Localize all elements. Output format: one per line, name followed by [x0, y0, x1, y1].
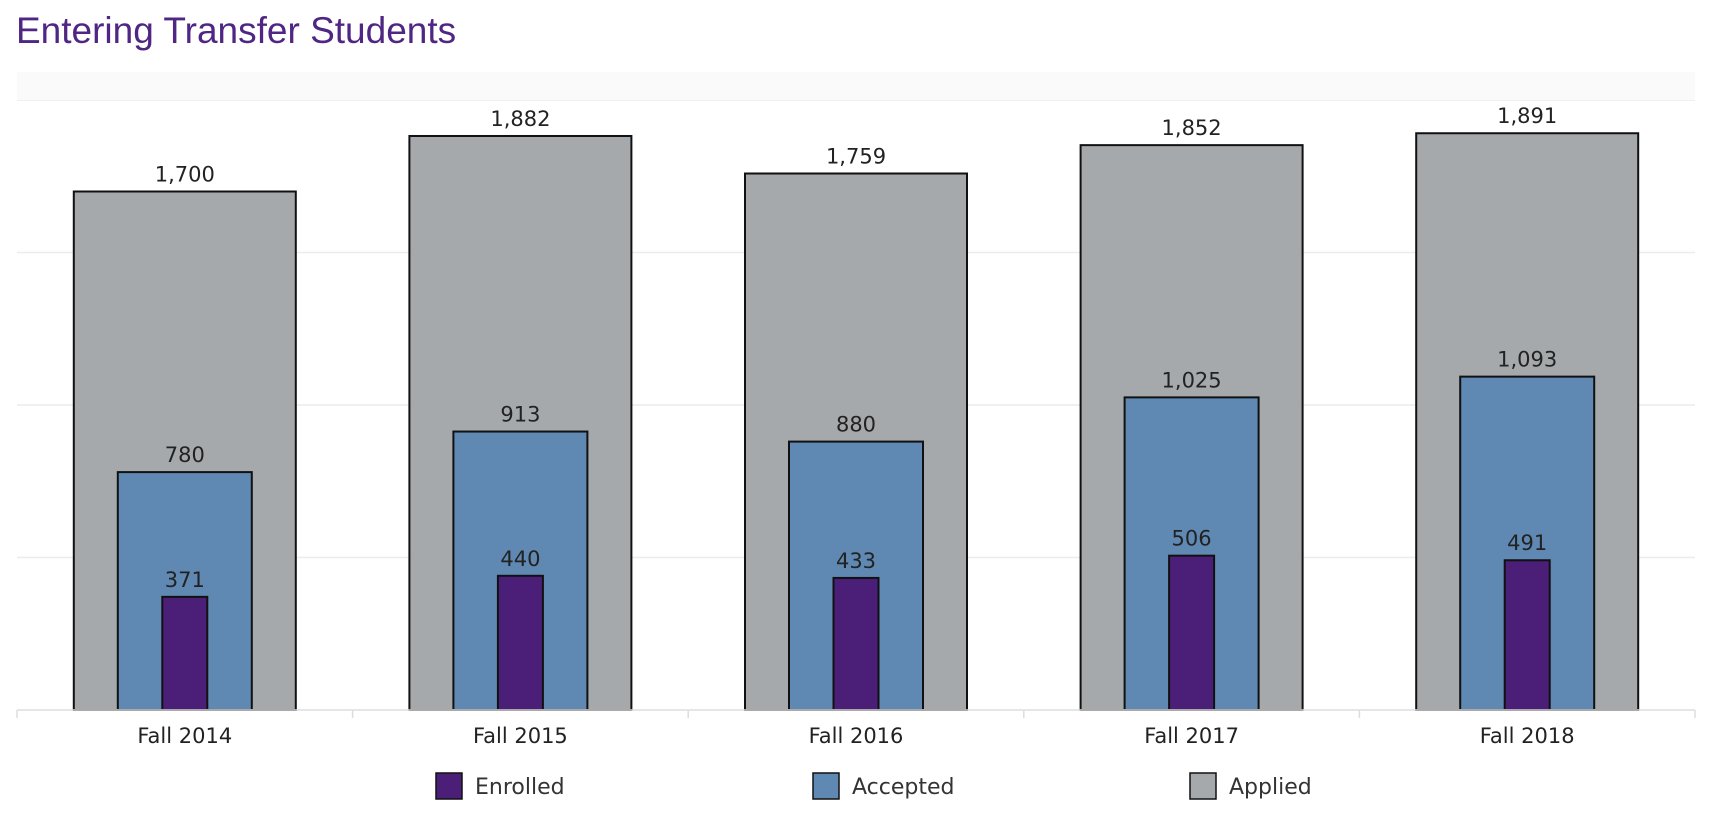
legend-swatch-applied: [1189, 772, 1217, 800]
x-tick-label-fall-2016: Fall 2016: [809, 724, 904, 748]
x-tick-label-fall-2015: Fall 2015: [473, 724, 568, 748]
x-tick-label-fall-2018: Fall 2018: [1480, 724, 1575, 748]
bar-enrolled-fall-2018: [1503, 559, 1551, 711]
legend-swatch-accepted: [812, 772, 840, 800]
bar-enrolled-fall-2016: [832, 576, 880, 711]
data-label-accepted-fall-2018: 1,093: [1497, 348, 1557, 372]
data-label-enrolled-fall-2015: 440: [500, 547, 540, 571]
legend-label-enrolled: Enrolled: [475, 775, 565, 800]
data-label-applied-fall-2018: 1,891: [1497, 104, 1557, 128]
chart-title: Entering Transfer Students: [16, 10, 457, 51]
data-label-enrolled-fall-2016: 433: [836, 549, 876, 573]
legend-item-accepted[interactable]: Accepted: [812, 772, 954, 800]
data-label-enrolled-fall-2014: 371: [165, 568, 205, 592]
data-labels: 1,700 1,882 1,759 1,852 1,891 780 913 880 1,025 1…: [155, 104, 1558, 592]
x-axis: Fall 2014 Fall 2015 Fall 2016 Fall 2017 Fall…: [16, 709, 1696, 748]
legend-swatch-enrolled: [435, 772, 463, 800]
data-label-accepted-fall-2016: 880: [836, 413, 876, 437]
legend-item-enrolled[interactable]: Enrolled: [435, 772, 565, 800]
bar-enrolled-fall-2017: [1168, 554, 1216, 711]
x-tick-label-fall-2017: Fall 2017: [1144, 724, 1239, 748]
legend-label-applied: Applied: [1229, 775, 1312, 800]
plot-top-band: [17, 72, 1695, 100]
legend-item-applied[interactable]: Applied: [1189, 772, 1312, 800]
legend: Enrolled Accepted Applied: [435, 772, 1312, 800]
data-label-accepted-fall-2017: 1,025: [1162, 368, 1222, 392]
x-tick-label-fall-2014: Fall 2014: [137, 724, 232, 748]
data-label-applied-fall-2015: 1,882: [490, 107, 550, 131]
legend-label-accepted: Accepted: [852, 775, 954, 800]
data-label-accepted-fall-2014: 780: [165, 443, 205, 467]
data-label-applied-fall-2016: 1,759: [826, 145, 886, 169]
data-label-enrolled-fall-2017: 506: [1172, 527, 1212, 551]
data-label-applied-fall-2017: 1,852: [1162, 116, 1222, 140]
data-label-enrolled-fall-2018: 491: [1507, 531, 1547, 555]
bar-enrolled-fall-2014: [161, 595, 209, 711]
data-label-applied-fall-2014: 1,700: [155, 163, 215, 187]
data-label-accepted-fall-2015: 913: [500, 403, 540, 427]
bar-enrolled-fall-2015: [496, 574, 544, 711]
